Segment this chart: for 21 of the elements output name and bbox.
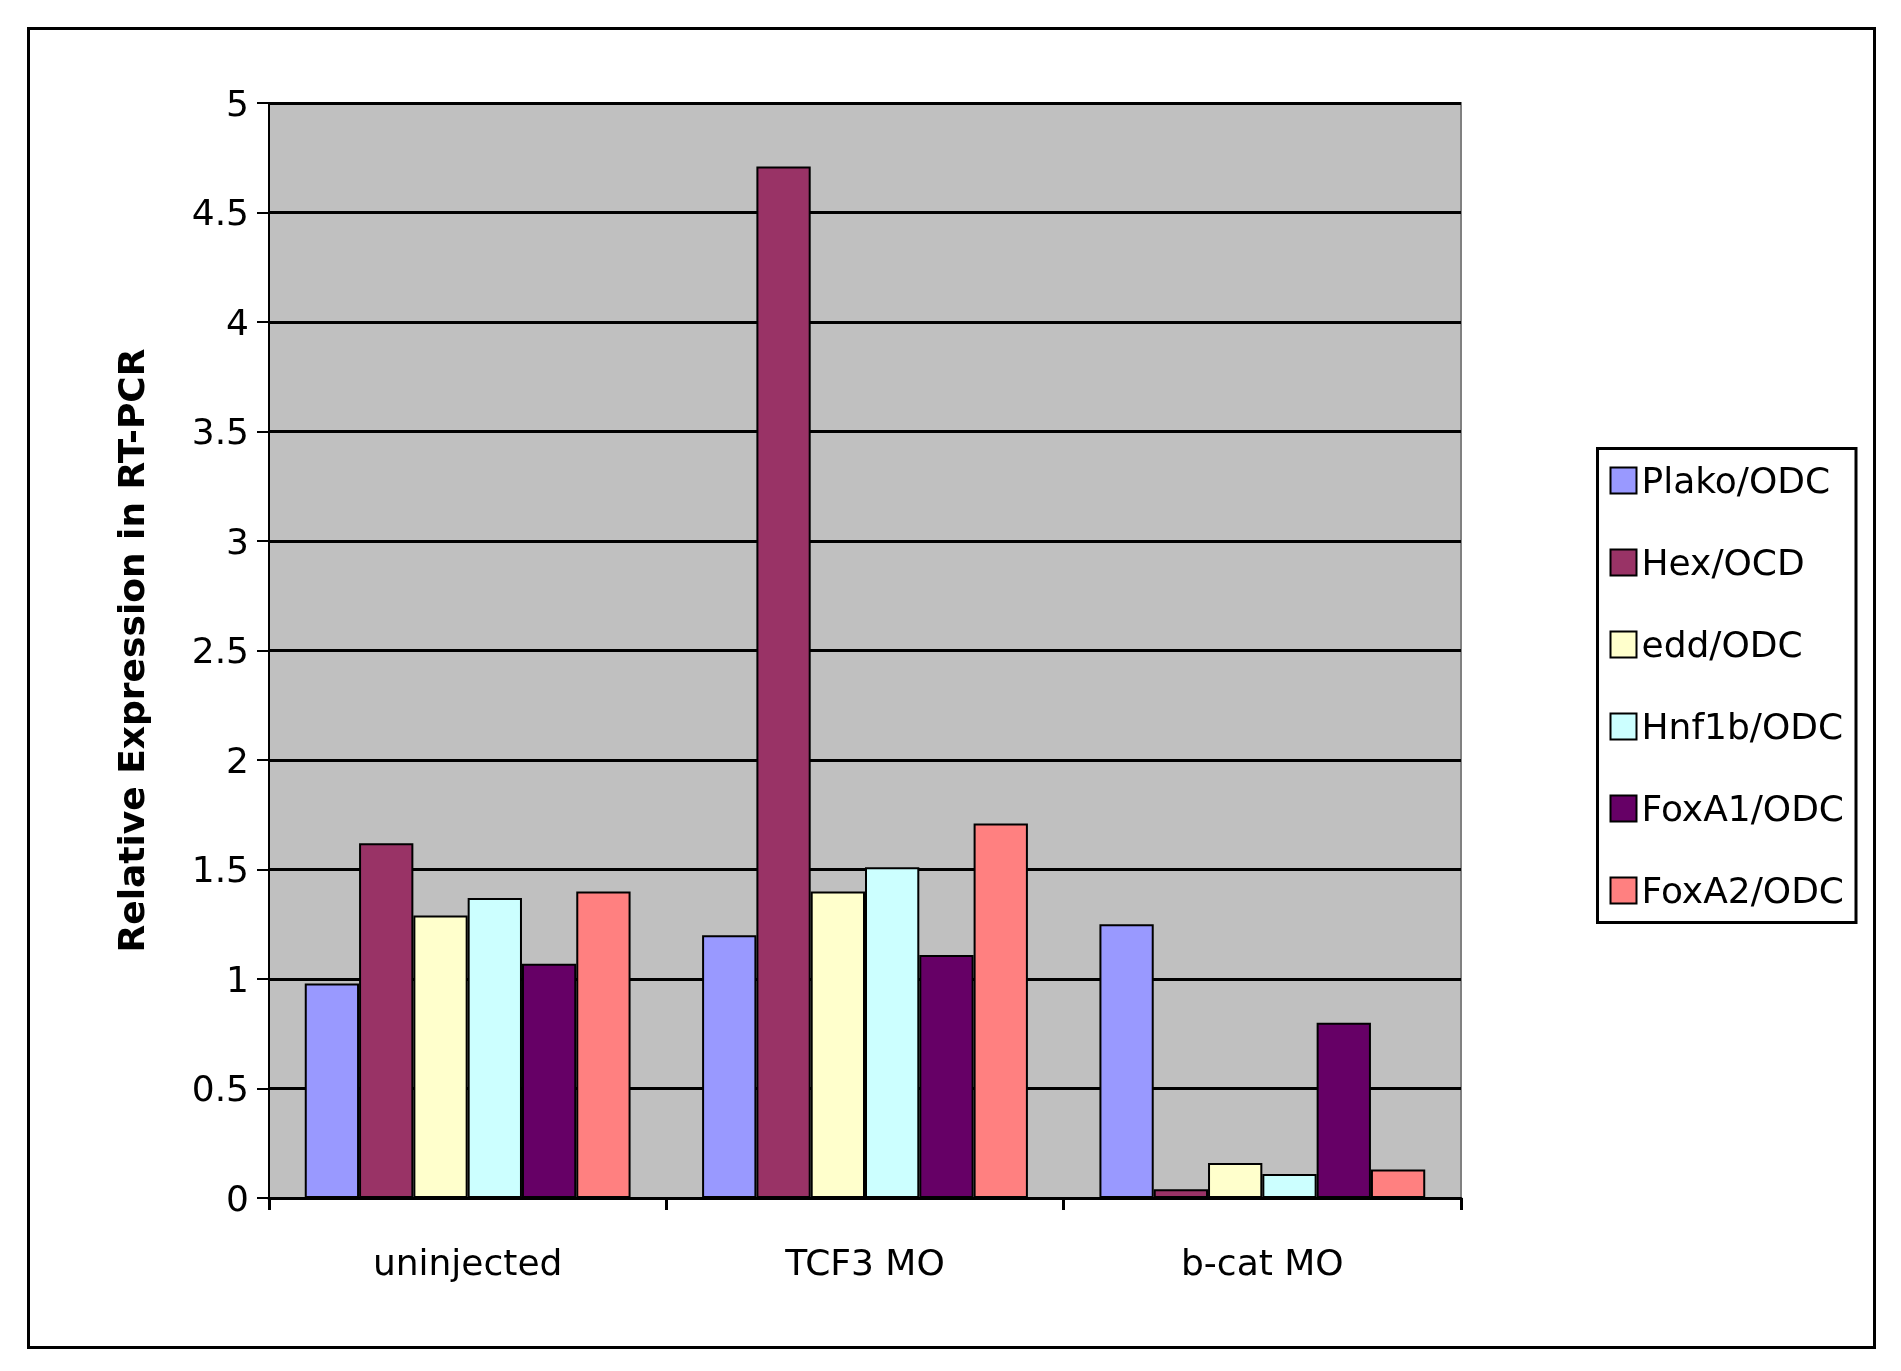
- x-tick-label: uninjected: [372, 1241, 563, 1283]
- legend-label: edd/ODC: [1641, 624, 1803, 665]
- y-tick-label: 1: [226, 958, 249, 1000]
- y-tick-label: 4: [226, 301, 249, 343]
- y-tick-label: 1.5: [191, 849, 249, 890]
- legend-label: FoxA2/ODC: [1641, 870, 1844, 911]
- legend-label: Hex/OCD: [1641, 542, 1805, 583]
- y-tick-label: 0.5: [191, 1068, 249, 1109]
- x-tick-label: b-cat MO: [1181, 1241, 1344, 1283]
- y-tick-label: 5: [226, 82, 249, 124]
- y-tick-label: 4.5: [191, 192, 249, 233]
- y-tick-label: 3: [226, 520, 249, 562]
- legend-label: Plako/ODC: [1641, 460, 1831, 501]
- x-tick-label: TCF3 MO: [784, 1241, 945, 1283]
- y-tick-label: 0: [226, 1177, 249, 1219]
- y-tick-label: 2.5: [191, 630, 249, 671]
- y-axis-title: Relative Expression in RT-PCR: [110, 348, 152, 953]
- legend-label: Hnf1b/ODC: [1641, 706, 1844, 747]
- y-tick-label: 2: [226, 739, 249, 781]
- y-tick-label: 3.5: [191, 411, 249, 452]
- legend-label: FoxA1/ODC: [1641, 788, 1844, 829]
